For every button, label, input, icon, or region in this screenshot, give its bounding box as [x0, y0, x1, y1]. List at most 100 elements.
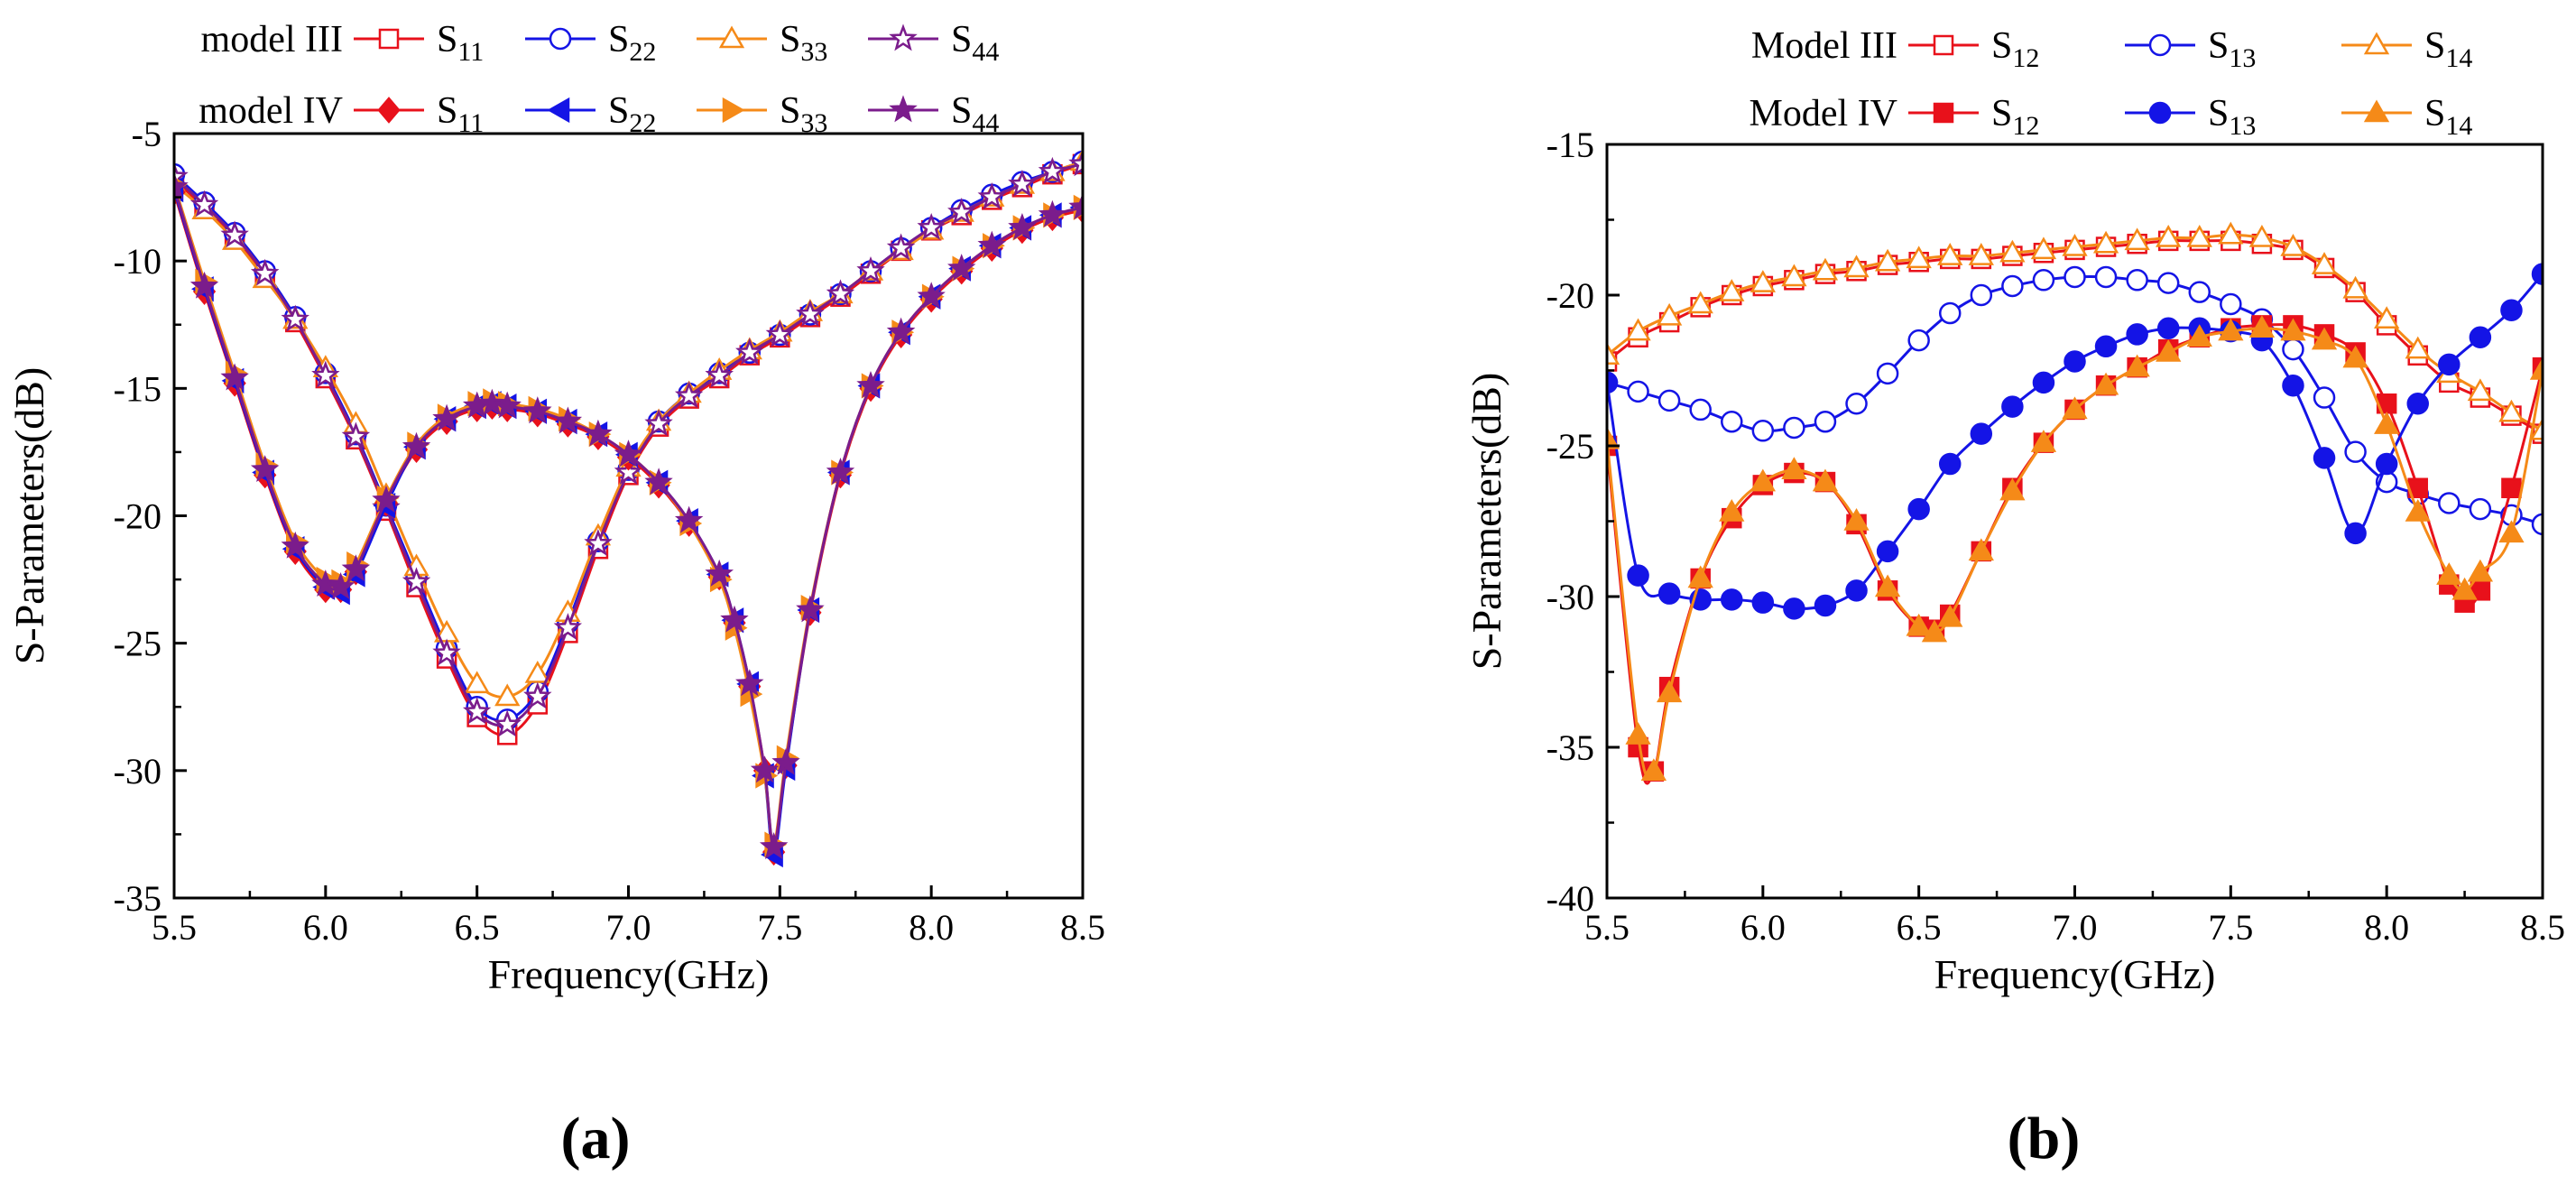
data-point-model-iv-13-13	[2001, 395, 2024, 418]
data-point-model-iv-13-10	[1907, 497, 1930, 521]
data-point-model-iv-13-4	[1721, 588, 1743, 611]
data-point-model-iv-44-28	[856, 370, 885, 398]
data-point-model-iv-13-28	[2469, 326, 2492, 349]
data-point-model-iii-44-13	[553, 613, 583, 641]
data-point-model-iii-13-15	[2064, 265, 2086, 289]
data-point-model-iii-13-12	[1970, 283, 1993, 307]
data-point-model-iv-44-5	[311, 569, 340, 597]
data-point-model-iii-33-10	[464, 671, 490, 694]
data-point-model-iv-13-2	[1657, 582, 1681, 605]
data-point-model-iv-44-29	[886, 317, 916, 345]
data-point-model-iv-14-22	[2218, 318, 2244, 341]
data-point-model-iv-44-26	[796, 595, 825, 623]
legend-group-label: model IV	[199, 90, 343, 132]
legend-entry-label: S22	[608, 19, 656, 67]
data-point-model-iv-44-23	[750, 755, 780, 783]
data-point-model-iv-14-14	[1968, 538, 1994, 561]
data-point-model-iii-44-5	[311, 360, 340, 388]
data-point-model-iv-14-0	[1607, 426, 1620, 449]
data-point-model-iv-13-1	[1627, 564, 1649, 587]
x-tick-label: 7.0	[2053, 907, 2098, 948]
plot-area	[1607, 221, 2543, 785]
data-point-model-iii-13-10	[1907, 329, 1930, 352]
data-point-model-iv-14-15	[1999, 477, 2026, 501]
data-point-model-iv-44-21	[720, 605, 749, 633]
data-point-model-iii-14-22	[2280, 234, 2306, 256]
legend-entry-label: S33	[780, 90, 827, 138]
data-point-model-iii-44-16	[644, 409, 673, 437]
data-point-model-iv-14-11	[1906, 613, 1932, 636]
legend-entry-label: S33	[780, 19, 827, 67]
legend-entry-label: S22	[608, 90, 656, 138]
x-tick-label: 8.5	[2520, 907, 2565, 948]
data-point-model-iv-14-13	[1937, 604, 1963, 627]
data-point-model-iv-14-20	[2156, 338, 2182, 362]
data-point-model-iii-44-20	[765, 319, 795, 347]
data-point-model-iv-44-16	[584, 419, 613, 447]
data-point-model-iv-44-17	[614, 440, 643, 468]
data-point-model-iii-14-11	[1937, 243, 1963, 265]
data-point-model-iii-13-30	[2531, 513, 2543, 536]
data-point-model-iii-44-26	[947, 197, 976, 225]
data-point-model-iv-44-19	[674, 505, 704, 533]
data-point-model-iii-14-21	[2248, 225, 2276, 247]
data-point-model-iv-13-18	[2156, 317, 2180, 339]
data-point-model-iii-44-17	[674, 381, 704, 409]
x-tick-label: 6.0	[303, 907, 348, 948]
data-point-model-iii-14-26	[2405, 336, 2431, 359]
data-point-model-iii-14-19	[2186, 225, 2212, 247]
legend-marker	[889, 23, 918, 51]
data-point-model-iii-44-15	[614, 457, 643, 485]
data-point-model-iii-13-6	[1783, 416, 1805, 440]
data-point-model-iv-14-28	[2405, 498, 2431, 522]
data-point-model-iii-14-23	[2311, 252, 2338, 274]
y-tick-label: -15	[1547, 125, 1594, 165]
y-tick-label: -30	[1547, 577, 1594, 617]
data-point-model-iii-14-6	[1781, 264, 1807, 287]
data-point-model-iv-13-15	[2064, 350, 2086, 373]
data-point-model-iv-14-32	[2498, 520, 2525, 543]
data-point-model-iv-14-33	[2529, 356, 2543, 380]
legend-marker	[1933, 102, 1954, 124]
legend-marker	[2363, 99, 2390, 123]
data-point-model-iv-14-18	[2092, 372, 2119, 395]
x-axis-label: Frequency(GHz)	[1934, 951, 2216, 997]
data-point-model-iv-44-18	[644, 468, 673, 495]
legend-marker	[549, 27, 572, 51]
data-point-model-iii-14-8	[1843, 255, 1870, 278]
x-tick-label: 7.5	[2208, 907, 2253, 948]
data-point-model-iv-13-26	[2406, 392, 2429, 415]
legend-entry-label: S44	[951, 90, 999, 138]
legend-marker	[377, 97, 401, 124]
legend-entry-label: S11	[437, 19, 484, 67]
x-tick-label: 5.5	[152, 907, 197, 948]
data-point-model-iv-14-9	[1843, 507, 1870, 531]
data-point-model-iv-13-23	[2313, 447, 2336, 469]
series-line-model-iv-11	[174, 191, 1083, 854]
data-point-model-iii-44-23	[856, 255, 885, 283]
data-point-model-iv-14-4	[1687, 565, 1713, 588]
legend-entry-label: S13	[2208, 93, 2256, 141]
data-point-model-iii-13-13	[2001, 274, 2024, 298]
data-point-model-iv-14-31	[2467, 559, 2494, 582]
data-point-model-iv-44-22	[735, 669, 764, 697]
data-point-model-iv-14-25	[2311, 327, 2338, 350]
data-point-model-iv-44-7	[341, 554, 371, 582]
data-point-model-iv-44-2	[220, 363, 249, 391]
y-tick-label: -30	[114, 751, 162, 792]
data-point-model-iv-44-31	[947, 254, 976, 282]
data-point-model-iv-14-26	[2342, 345, 2368, 368]
data-point-model-iii-44-22	[826, 279, 855, 307]
legend-entry-label: S13	[2208, 25, 2256, 73]
legend-group-label: model III	[201, 19, 343, 60]
data-point-model-iii-44-14	[584, 529, 613, 556]
data-point-model-iv-44-12	[477, 388, 507, 416]
data-point-model-iv-14-16	[2030, 430, 2057, 452]
data-point-model-iv-44-13	[493, 391, 522, 419]
data-point-model-iv-14-3	[1656, 680, 1683, 703]
data-point-model-iv-44-10	[432, 403, 461, 431]
data-point-model-iv-14-29	[2436, 562, 2462, 585]
data-point-model-iii-13-8	[1845, 392, 1868, 415]
data-point-model-iv-44-0	[174, 171, 189, 199]
data-point-model-iv-14-1	[1625, 722, 1651, 745]
